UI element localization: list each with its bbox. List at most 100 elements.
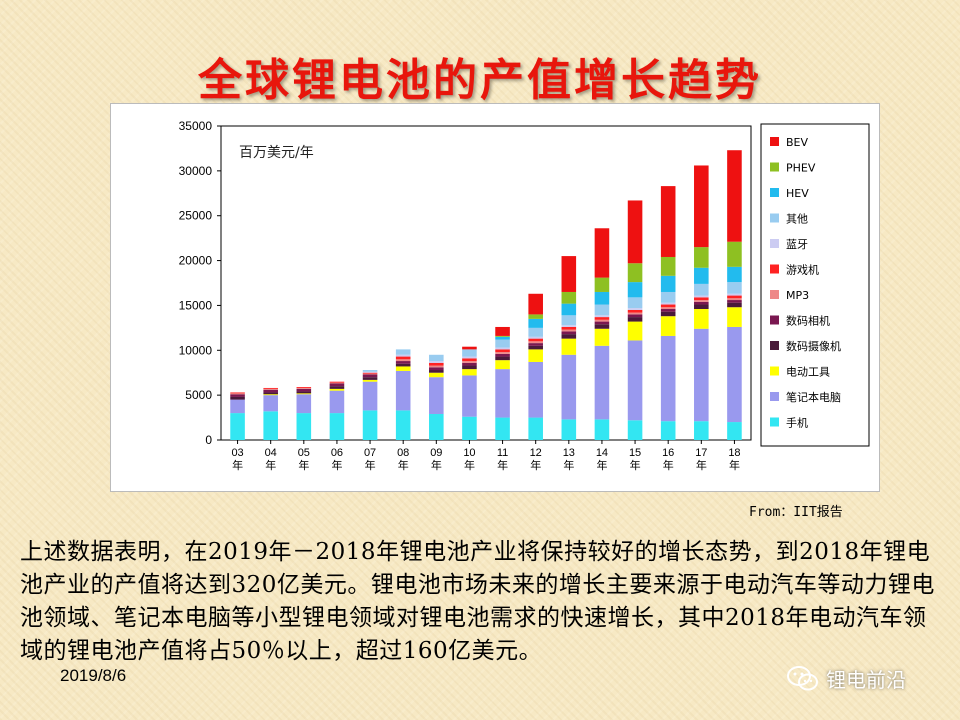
legend-swatch — [770, 137, 779, 146]
y-tick-label: 10000 — [179, 343, 213, 357]
bar-segment — [627, 312, 643, 315]
bar-segment — [594, 291, 610, 305]
slide-date: 2019/8/6 — [60, 666, 127, 685]
bar-segment — [495, 326, 510, 336]
bar-segment — [660, 302, 676, 305]
bar-segment — [528, 341, 543, 344]
bar-segment — [594, 324, 610, 329]
bar-segment — [528, 361, 543, 418]
legend-swatch — [770, 162, 779, 172]
legend-label: 蓝牙 — [786, 238, 808, 251]
bar-segment — [362, 381, 378, 411]
bar-segment — [594, 328, 610, 346]
bar-segment — [694, 297, 709, 301]
x-tick-label: 03 — [231, 447, 243, 459]
bar-segment — [528, 417, 543, 440]
bar-segment — [627, 297, 643, 309]
bar-segment — [594, 321, 610, 325]
bar-segment — [660, 335, 676, 422]
legend-label: MP3 — [786, 289, 809, 302]
bar-segment — [495, 347, 510, 350]
bar-segment — [462, 369, 477, 376]
bar-segment — [296, 387, 312, 388]
bar-segment — [462, 349, 477, 357]
x-tick-label: 05 — [298, 447, 310, 459]
bar-segment — [627, 420, 643, 440]
bar-segment — [263, 392, 278, 395]
bar-segment — [429, 365, 444, 368]
bar-segment — [362, 370, 378, 372]
bar-segment — [660, 311, 676, 317]
bar-segment — [627, 317, 643, 322]
bar-segment — [395, 349, 411, 355]
legend-label: HEV — [786, 187, 809, 200]
bar-segment — [362, 410, 378, 440]
bar-segment — [627, 314, 643, 318]
bar-segment — [395, 366, 411, 371]
wechat-icon — [787, 665, 818, 690]
bar-segment — [495, 369, 510, 418]
bar-segment — [727, 302, 742, 308]
bar-segment — [230, 396, 245, 400]
bar-segment — [230, 393, 245, 395]
bar-segment — [694, 304, 709, 310]
bar-segment — [329, 390, 345, 414]
bar-segment — [660, 421, 676, 440]
bar-segment — [727, 241, 742, 267]
y-tick-label: 30000 — [179, 164, 213, 178]
x-tick-label: 10 — [463, 447, 475, 459]
legend-label: 游戏机 — [786, 263, 819, 277]
bar-segment — [395, 354, 411, 357]
bar-segment — [594, 304, 610, 316]
bar-segment — [727, 150, 742, 242]
x-tick-label: 18 — [728, 447, 740, 459]
legend-label: 数码摄像机 — [786, 339, 841, 353]
bar-segment — [660, 256, 676, 276]
x-tick-label: 07 — [364, 447, 376, 459]
legend-swatch — [770, 366, 779, 376]
bar-segment — [495, 353, 510, 357]
bar-segment — [561, 329, 577, 332]
stacked-bar-chart: 0 5000 10000 15000 20000 25000 30000 35000 百万美元/… — [179, 119, 870, 472]
bar-segment — [660, 291, 676, 303]
bar-segment — [362, 372, 378, 374]
bar-segment — [594, 317, 610, 320]
x-tick-label: 年 — [630, 458, 641, 472]
bar-segment — [263, 389, 278, 393]
bar-segment — [429, 362, 444, 366]
bar-segment — [561, 419, 577, 440]
bar-segment — [694, 247, 709, 268]
x-tick-label: 17 — [695, 447, 707, 459]
bar-segment — [395, 410, 411, 440]
bar-segment — [694, 421, 709, 440]
bar-segment — [528, 343, 543, 346]
bar-segment — [296, 387, 312, 389]
bar-segment — [429, 377, 444, 414]
bar-segment — [462, 365, 477, 370]
legend-swatch — [770, 290, 779, 299]
bar-segment — [230, 392, 245, 394]
bar-segment — [561, 338, 577, 355]
legend-label: 数码相机 — [786, 314, 830, 328]
bar-segment — [594, 277, 610, 292]
x-tick-label: 13 — [563, 447, 575, 459]
x-tick-label: 09 — [430, 447, 442, 459]
bar-segment — [429, 367, 444, 371]
bar-segment — [462, 362, 477, 366]
bar-segment — [495, 339, 510, 348]
x-tick-label: 08 — [397, 447, 409, 459]
legend-swatch — [770, 392, 779, 401]
x-tick-label: 年 — [331, 458, 342, 472]
bar-segment — [230, 394, 245, 397]
bar-segment — [660, 186, 676, 257]
x-tick-label: 年 — [365, 458, 376, 472]
bar-segment — [362, 377, 378, 380]
x-tick-label: 年 — [398, 458, 409, 472]
bar-segment — [263, 387, 278, 389]
bar-segment — [660, 316, 676, 336]
brand-label: 锂电前沿 — [826, 668, 906, 692]
legend-label: 其他 — [786, 213, 808, 226]
bar-segment — [395, 359, 411, 362]
bar-segment — [395, 361, 411, 364]
bar-segment — [329, 413, 345, 440]
